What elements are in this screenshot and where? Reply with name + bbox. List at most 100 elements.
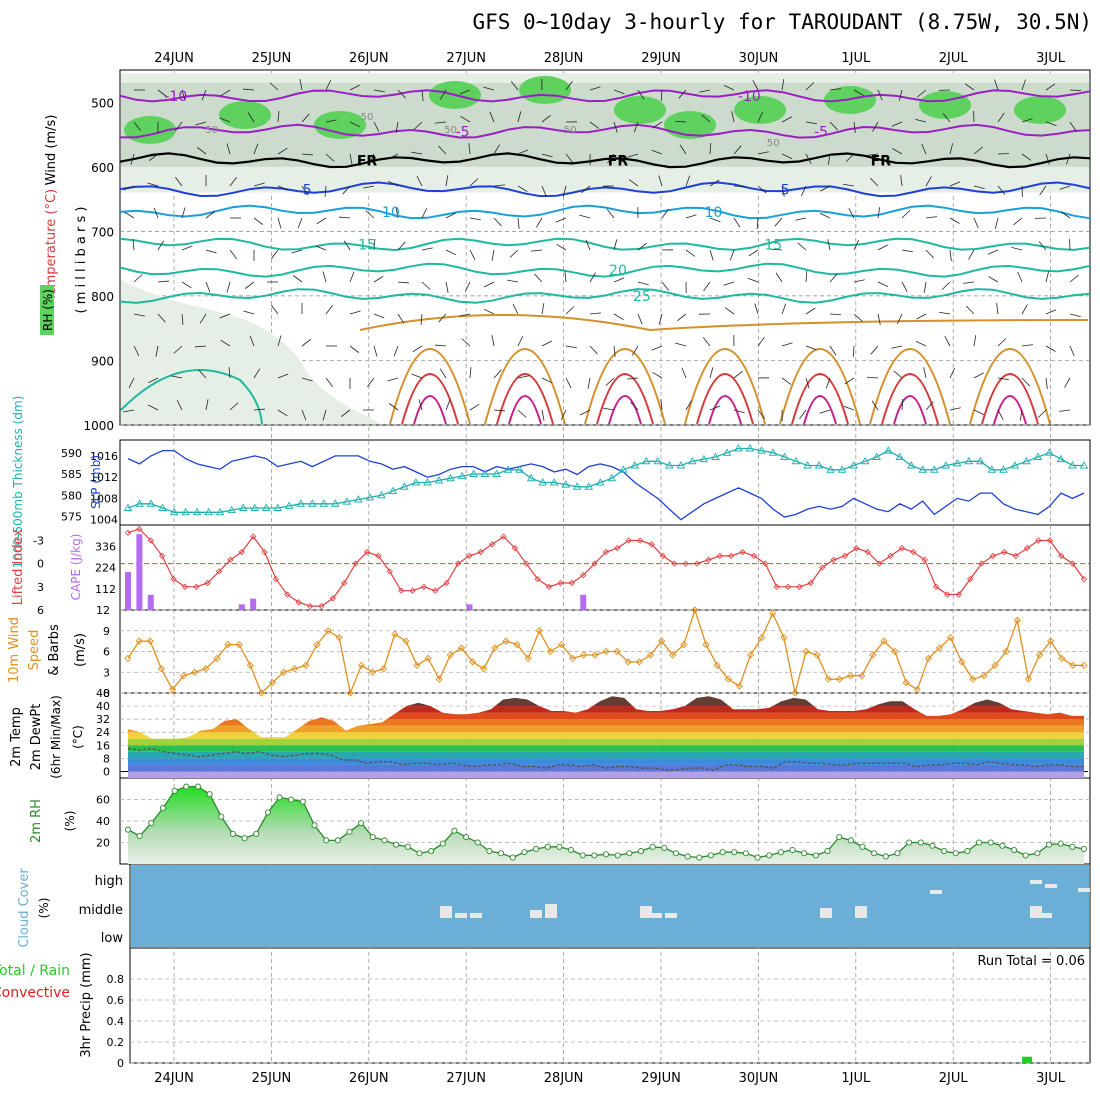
wind-barb (871, 400, 879, 411)
wind-speed-point (435, 675, 443, 683)
wind-barb (565, 345, 577, 349)
rh2m-point (1069, 843, 1076, 850)
wind-barb (637, 242, 647, 251)
wind-barb (253, 408, 265, 411)
date-label-top: 27JUN (446, 51, 486, 66)
wind-barb (541, 303, 545, 315)
wind-speed-point (680, 640, 688, 649)
lifted-index-point (284, 591, 291, 598)
wind-barb (181, 89, 186, 101)
wind-barb (661, 281, 670, 291)
wind-barb (445, 249, 457, 256)
thickness-point (665, 461, 674, 469)
wind-barb (123, 409, 135, 413)
thickness-point (273, 503, 283, 511)
thickness-point (434, 475, 444, 484)
temp-band (128, 725, 1084, 733)
wind-barb (435, 121, 447, 124)
contour-label: 50 (767, 138, 780, 149)
panel-frame-precip (129, 947, 1091, 1064)
lifted-index-point (841, 552, 849, 560)
wind-barb (148, 153, 159, 161)
wind-barb (660, 399, 663, 411)
wind-barb (805, 377, 810, 389)
contour-label: 15 (764, 237, 782, 253)
rh2m-point (404, 843, 411, 850)
wind-barb (229, 402, 239, 411)
thickness-point (1033, 452, 1043, 460)
wind-barb (133, 274, 143, 283)
warm-contour (696, 373, 754, 425)
cloud-bar-middle (1040, 913, 1052, 918)
lifted-index-point (1080, 575, 1088, 583)
wind-barb (199, 313, 207, 324)
rh2m-point (567, 846, 575, 854)
wind-speed-point (902, 678, 910, 687)
slp-line (127, 449, 1085, 521)
thickness-point (250, 503, 259, 511)
rh-blob-high (919, 91, 971, 119)
lifted-index-point (238, 548, 245, 556)
wind-speed-point (235, 640, 243, 649)
thickness-tick-label: 585 (61, 468, 82, 481)
wind-barb (797, 242, 807, 251)
lifted-index-point (602, 548, 610, 556)
lifted-index-point (910, 548, 917, 556)
wind-barb (493, 184, 505, 187)
lifted-index-point (614, 545, 621, 552)
wind-barb (373, 89, 385, 93)
wind-barb (517, 185, 528, 193)
lifted-index-point (136, 525, 143, 533)
thickness-point (446, 473, 455, 482)
wind-barb (324, 185, 327, 197)
thickness-point (711, 452, 720, 460)
wind-barb (244, 281, 255, 289)
rh-blob-high (219, 101, 271, 129)
wind-barb (709, 405, 721, 411)
warm-contour (608, 395, 642, 425)
wind-barb (1038, 241, 1047, 251)
wind-barb (483, 86, 495, 91)
wind-barb (349, 310, 361, 315)
wind-barb (413, 121, 423, 130)
wind-barb (607, 153, 615, 164)
pressure-tick-label: 600 (91, 161, 114, 175)
wind-barb (733, 185, 746, 188)
cloud-level-low: low (101, 931, 124, 946)
wind-barb (613, 121, 618, 133)
rh2m-point (299, 798, 306, 805)
pressure-tick-label: 1000 (83, 419, 114, 433)
cape-bar (125, 572, 131, 610)
wind-barb (843, 183, 855, 187)
wind-barb (819, 409, 831, 414)
wind-barb (733, 409, 745, 414)
thickness-point (238, 503, 248, 511)
rh2m-point (649, 843, 656, 850)
wind-barb (459, 89, 471, 95)
isotherm-20 (119, 262, 1091, 278)
date-label-bottom: 2JUL (939, 1071, 969, 1086)
wind-speed-point (735, 682, 744, 690)
lifted-index-point (193, 583, 200, 590)
wind-barb (493, 369, 502, 379)
wind-barb (349, 153, 353, 165)
rh2m-point (381, 837, 388, 844)
slp-tick-label: 1004 (90, 514, 118, 527)
wind-ylabel-1: 10m Wind (7, 617, 22, 683)
wind-barb (1045, 377, 1048, 389)
lifted-tick-label: -3 (33, 534, 44, 547)
lifted-index-point (420, 583, 428, 590)
wind-barb (219, 117, 231, 123)
wind-barb (388, 153, 399, 160)
rh2m-point (859, 843, 866, 850)
cape-bar (136, 534, 143, 610)
wind-barb (703, 281, 711, 292)
wind-speed-point (824, 675, 832, 683)
wind-barb (541, 340, 552, 347)
thickness-point (561, 480, 570, 488)
wind-barb (517, 217, 520, 229)
wind-barb (373, 239, 376, 251)
cloud-bar-middle (470, 913, 482, 918)
wind-speed-point (935, 644, 944, 652)
wind-barb (469, 178, 479, 187)
